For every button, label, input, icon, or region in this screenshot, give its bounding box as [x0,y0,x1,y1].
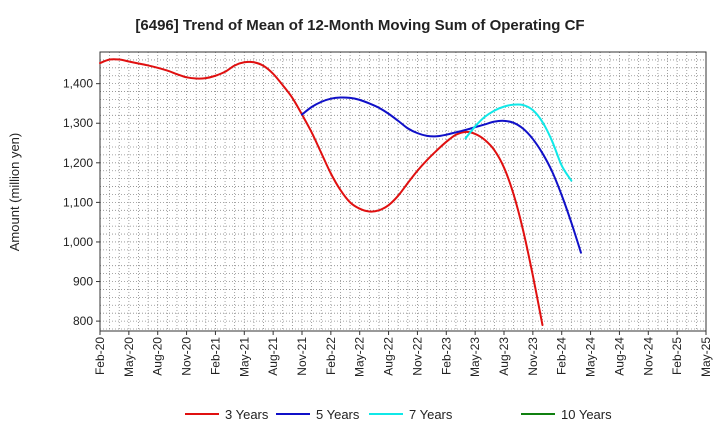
x-tick-label: May-21 [237,337,251,377]
x-tick-label: May-24 [584,337,598,377]
series-line-3-years [99,58,544,327]
x-tick-label: May-23 [468,337,482,377]
y-tick-label: 800 [73,314,93,328]
x-tick-label: May-20 [122,337,136,377]
x-tick-label: Feb-23 [439,337,453,375]
legend-label-3-years: 3 Years [225,407,269,422]
y-tick-label: 900 [73,275,93,289]
series-lines [99,58,582,327]
x-tick-label: Aug-23 [497,337,511,376]
y-tick-label: 1,300 [63,116,93,130]
y-tick-label: 1,200 [63,156,93,170]
series-line-7-years [464,103,573,182]
chart-title: [6496] Trend of Mean of 12-Month Moving … [135,17,584,34]
x-tick-label: Feb-24 [555,337,569,375]
y-tick-label: 1,100 [63,195,93,209]
y-axis-label: Amount (million yen) [7,133,22,252]
legend: 3 Years 5 Years 7 Years 10 Years [185,407,612,422]
x-tick-label: Nov-20 [180,337,194,376]
x-tick-label: May-22 [353,337,367,377]
x-tick-label: Feb-22 [324,337,338,375]
x-tick-label: Feb-20 [93,337,107,375]
x-tick-label: Feb-21 [208,337,222,375]
legend-label-5-years: 5 Years [316,407,360,422]
y-tick-label: 1,400 [63,77,93,91]
x-axis: Feb-20 May-20 Aug-20 Nov-20 Feb-21 May-21 Aug-… [93,331,713,377]
grid [100,52,706,331]
legend-label-10-years: 10 Years [561,407,612,422]
legend-label-7-years: 7 Years [409,407,453,422]
x-tick-label: Nov-24 [641,337,655,376]
x-tick-label: Nov-22 [410,337,424,376]
x-tick-label: Aug-20 [151,337,165,376]
x-tick-label: Aug-22 [382,337,396,376]
series-line-5-years [301,96,582,254]
y-tick-label: 1,000 [63,235,93,249]
x-tick-label: Nov-21 [295,337,309,376]
y-axis: 800 900 1,000 1,100 1,200 1,300 1,400 [63,77,100,328]
x-tick-label: Aug-21 [266,337,280,376]
plot-area [99,51,707,332]
x-tick-label: Nov-23 [526,337,540,376]
x-tick-label: May-25 [699,337,713,377]
x-tick-label: Aug-24 [612,337,626,376]
x-tick-label: Feb-25 [670,337,684,375]
